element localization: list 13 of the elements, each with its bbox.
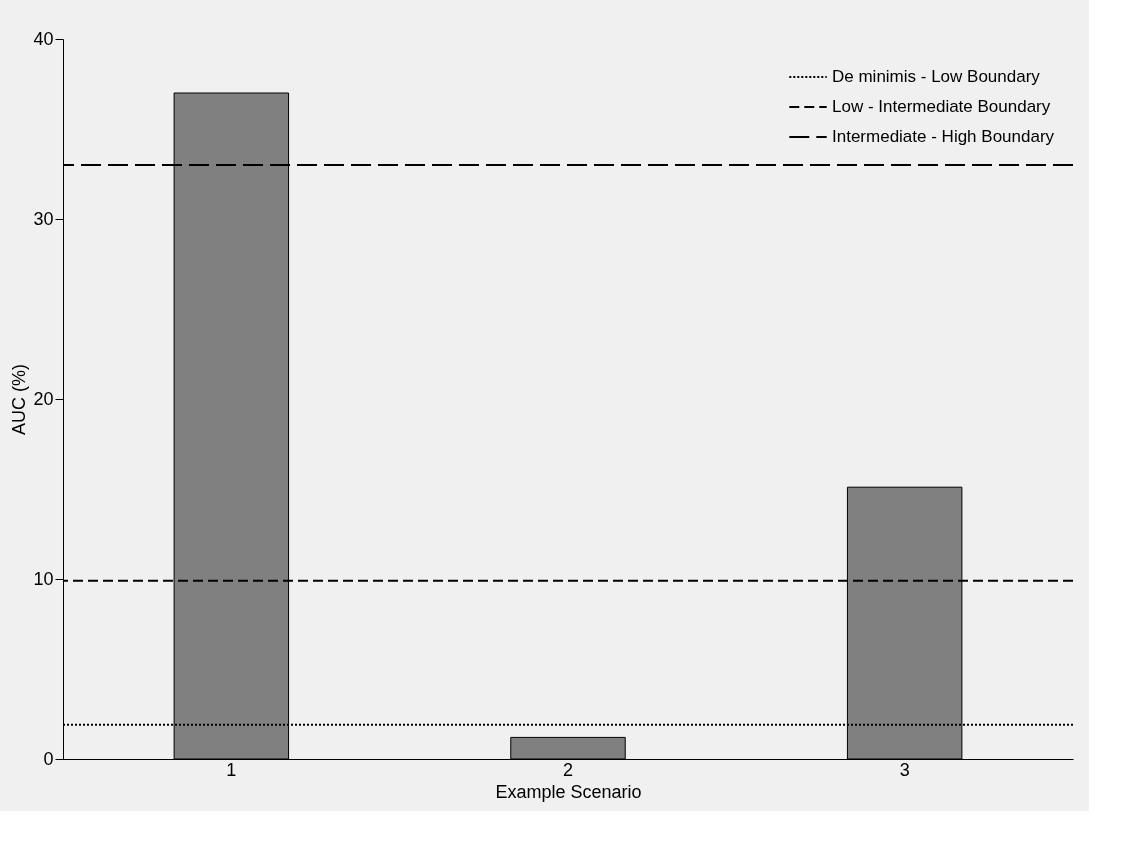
y-axis-title: AUC (%) xyxy=(9,364,30,435)
y-tick-label: 0 xyxy=(43,748,54,769)
x-axis-title: Example Scenario xyxy=(495,781,642,802)
legend-label: Intermediate - High Boundary xyxy=(832,127,1055,146)
y-tick-label: 10 xyxy=(33,568,54,589)
x-tick-label: 2 xyxy=(562,759,574,780)
legend-label: De minimis - Low Boundary xyxy=(832,67,1041,86)
y-tick-label: 40 xyxy=(33,28,54,49)
legend-label: Low - Intermediate Boundary xyxy=(832,97,1051,116)
y-tick-label: 20 xyxy=(33,388,54,409)
x-tick-label: 1 xyxy=(226,759,237,780)
x-tick-label: 3 xyxy=(899,759,910,780)
y-tick-label: 30 xyxy=(33,208,54,229)
